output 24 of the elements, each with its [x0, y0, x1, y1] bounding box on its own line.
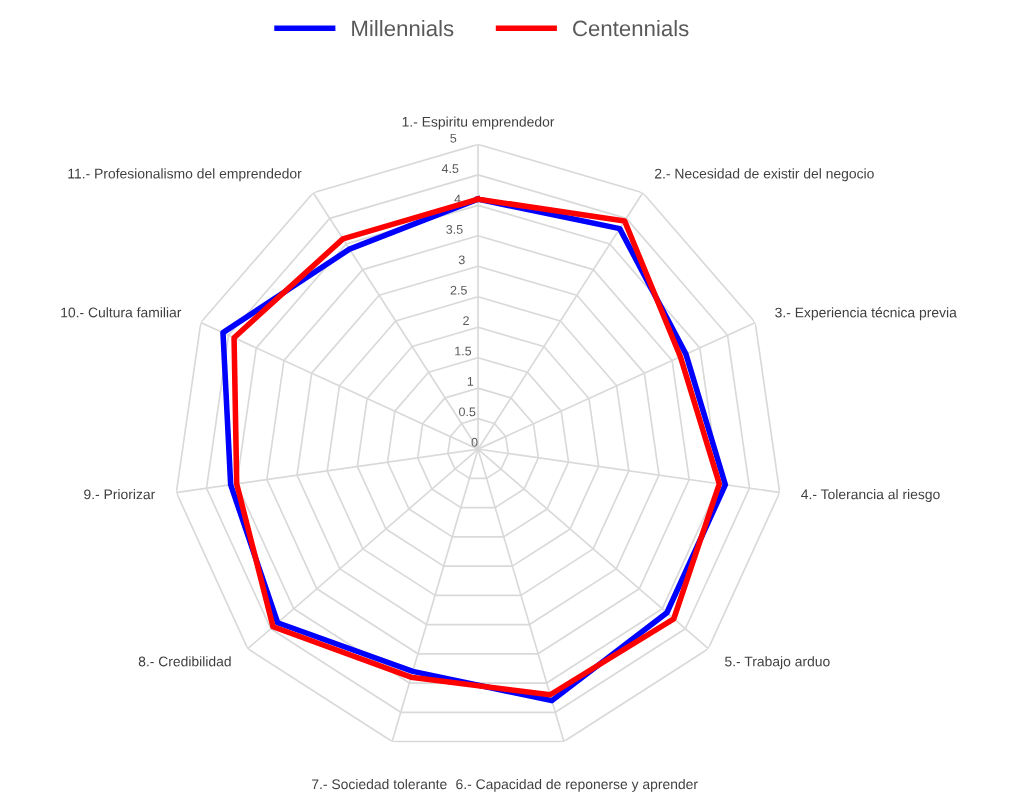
y-tick-label: 2.5: [450, 285, 467, 295]
spoke-label: 2.- Necesidad de existir del negocio: [655, 168, 874, 182]
spoke-label: 6.- Capacidad de reponerse y aprender: [456, 778, 698, 792]
legend-label: Centennials: [573, 20, 689, 37]
legend-label: Millennials: [352, 20, 454, 37]
spoke-label: 3.- Experiencia técnica previa: [775, 307, 957, 321]
y-tick-label: 5: [450, 133, 457, 143]
spoke-label: 5.- Trabajo arduo: [725, 656, 830, 670]
spoke-label: 1.- Espiritu emprendedor: [402, 116, 555, 130]
spoke-label: 9.- Priorizar: [84, 489, 156, 500]
spoke-label: 11.- Profesionalismo del emprendedor: [68, 168, 302, 182]
y-tick-label: 3.5: [446, 224, 463, 234]
y-tick-label: 2: [463, 316, 469, 325]
y-tick-label: 1.5: [455, 346, 472, 356]
y-tick-label: 0: [471, 437, 478, 447]
spoke-label: 4.- Tolerancia al riesgo: [801, 489, 940, 502]
spoke-label: 8.- Credibilidad: [138, 656, 231, 667]
y-tick-label: 4.5: [441, 164, 459, 174]
y-tick-label: 4: [454, 194, 461, 204]
y-tick-label: 3: [458, 255, 465, 265]
spoke-label: 7.- Sociedad tolerante: [312, 778, 447, 790]
y-tick-label: 1: [467, 377, 474, 386]
y-tick-label: 0.5: [459, 407, 476, 417]
spoke-label: 10.- Cultura familiar: [61, 307, 182, 318]
